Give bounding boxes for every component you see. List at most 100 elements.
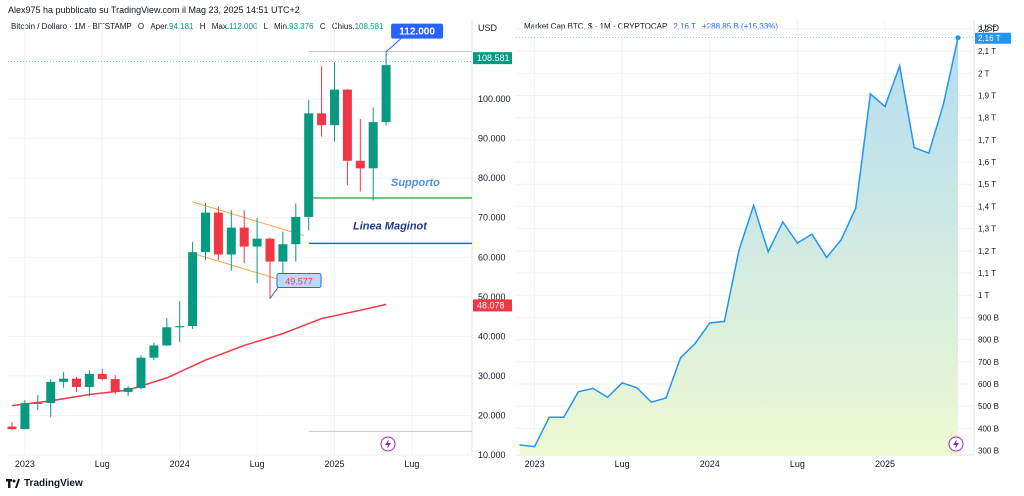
- high-prefix: Max.: [211, 22, 230, 31]
- y-tick-label: 30.000: [478, 371, 506, 381]
- y-tick-label: 1,7 T: [978, 136, 996, 145]
- candle: [7, 422, 17, 431]
- candle-body: [213, 212, 223, 255]
- market-cap-point: [796, 242, 799, 244]
- x-tick-label: 2025: [324, 459, 344, 469]
- y-tick-label: 1,1 T: [978, 269, 996, 278]
- moving-average-line: [11, 303, 387, 407]
- candle-body: [368, 122, 378, 169]
- x-tick-label: 2023: [525, 459, 545, 469]
- left-symbol: Bitcoin / Dollaro · 1M · BITSTAMP: [11, 22, 132, 31]
- y-tick-label: 100.000: [478, 94, 511, 104]
- close-label: C: [319, 22, 326, 31]
- x-tick-label: Lug: [790, 459, 805, 469]
- y-tick-label: 2,2 T: [978, 25, 996, 34]
- market-cap-point: [563, 416, 565, 419]
- candle-body: [72, 378, 81, 387]
- candle: [188, 241, 198, 329]
- lightning-icon-bolt: [953, 439, 959, 449]
- market-cap-point: [548, 416, 550, 419]
- y-tick-label: 70.000: [478, 213, 506, 223]
- market-cap-area: [520, 37, 958, 456]
- btc-market-cap-chart[interactable]: USD 300 B 400 B 500 B 600 B 700 B 800 B 900 B 1…: [512, 0, 1024, 470]
- candle: [330, 62, 339, 142]
- market-cap-point: [942, 103, 945, 106]
- candle: [226, 210, 236, 271]
- y-tick-label: 900 B: [978, 313, 999, 322]
- x-tick-label: 2023: [15, 459, 35, 469]
- candle-body: [201, 212, 210, 253]
- y-tick-label: 1,5 T: [978, 180, 996, 189]
- y-tick-label: 40.000: [478, 331, 506, 341]
- candle-body: [84, 373, 94, 387]
- y-tick-label: 80.000: [478, 173, 506, 183]
- candle-body: [46, 381, 56, 403]
- left-currency-label: USD: [478, 23, 498, 33]
- x-tick-label: Lug: [95, 459, 110, 469]
- y-tick-label: 1 T: [978, 291, 990, 300]
- high-label: H: [199, 22, 206, 31]
- candle: [149, 342, 159, 361]
- ma-value-tag: [473, 299, 512, 312]
- market-cap-point: [679, 356, 682, 359]
- candle: [162, 317, 172, 346]
- candle: [110, 375, 120, 395]
- market-cap-point: [636, 386, 638, 389]
- close-prefix: Chius.: [331, 22, 355, 31]
- open-value: 94.181: [169, 22, 194, 31]
- candle-body: [33, 402, 43, 404]
- bitcoin-price-chart[interactable]: USD 10.000 20.000 30.000 40.000 50.000 60.000…: [0, 0, 512, 470]
- market-cap-point: [665, 397, 667, 399]
- candle: [46, 379, 56, 418]
- candle-body: [342, 89, 352, 161]
- lightning-icon: [948, 436, 964, 452]
- market-cap-point: [650, 401, 653, 403]
- market-cap-point: [533, 445, 536, 448]
- candle-body: [304, 113, 314, 217]
- candle: [317, 66, 327, 137]
- candle-body: [175, 326, 185, 328]
- low-prefix: Min.: [274, 22, 290, 31]
- close-value: 108.581: [354, 22, 384, 31]
- y-tick-label: 1,6 T: [978, 158, 996, 167]
- footer-brand: TradingView: [24, 478, 83, 489]
- x-tick-label: Lug: [615, 459, 630, 469]
- x-tick-label: 2025: [875, 459, 895, 469]
- candle: [201, 203, 210, 261]
- high-label-text: 112.000: [399, 27, 435, 38]
- y-tick-label: 1,8 T: [978, 114, 996, 123]
- candle: [342, 89, 352, 186]
- candle: [59, 371, 69, 388]
- low-label: L: [263, 22, 268, 31]
- lightning-icon: [380, 436, 396, 452]
- market-cap-point: [738, 249, 740, 251]
- market-cap-point: [782, 221, 784, 223]
- candle-body: [97, 373, 107, 380]
- low-label-pointer: [269, 287, 279, 299]
- market-cap-point: [694, 342, 696, 345]
- candle-body: [20, 403, 30, 430]
- candle: [291, 203, 301, 262]
- y-tick-label: 1,3 T: [978, 225, 996, 234]
- y-tick-label: 600 B: [978, 380, 999, 389]
- lightning-icon-bolt: [385, 439, 391, 449]
- last-value-tag-text: 2,16 T: [978, 34, 1001, 43]
- x-tick-label: Lug: [404, 459, 419, 469]
- tradingview-footer: TradingView: [6, 478, 83, 489]
- y-tick-label: 1,9 T: [978, 91, 996, 100]
- channel-upper-line: [192, 201, 304, 237]
- market-cap-point: [767, 250, 769, 253]
- last-price-tag: [473, 52, 512, 65]
- maginot-text: Linea Maginot: [353, 220, 428, 232]
- market-cap-point: [898, 65, 901, 67]
- candle-body: [381, 65, 391, 123]
- candle: [97, 368, 107, 381]
- x-tick-label: Lug: [250, 459, 265, 469]
- candle-body: [330, 89, 339, 126]
- market-cap-point: [913, 146, 915, 149]
- open-prefix: Aper.: [150, 22, 170, 31]
- y-tick-label: 700 B: [978, 358, 999, 367]
- x-tick-label: 2024: [170, 459, 190, 469]
- candle: [136, 355, 146, 390]
- candle-body: [123, 387, 133, 392]
